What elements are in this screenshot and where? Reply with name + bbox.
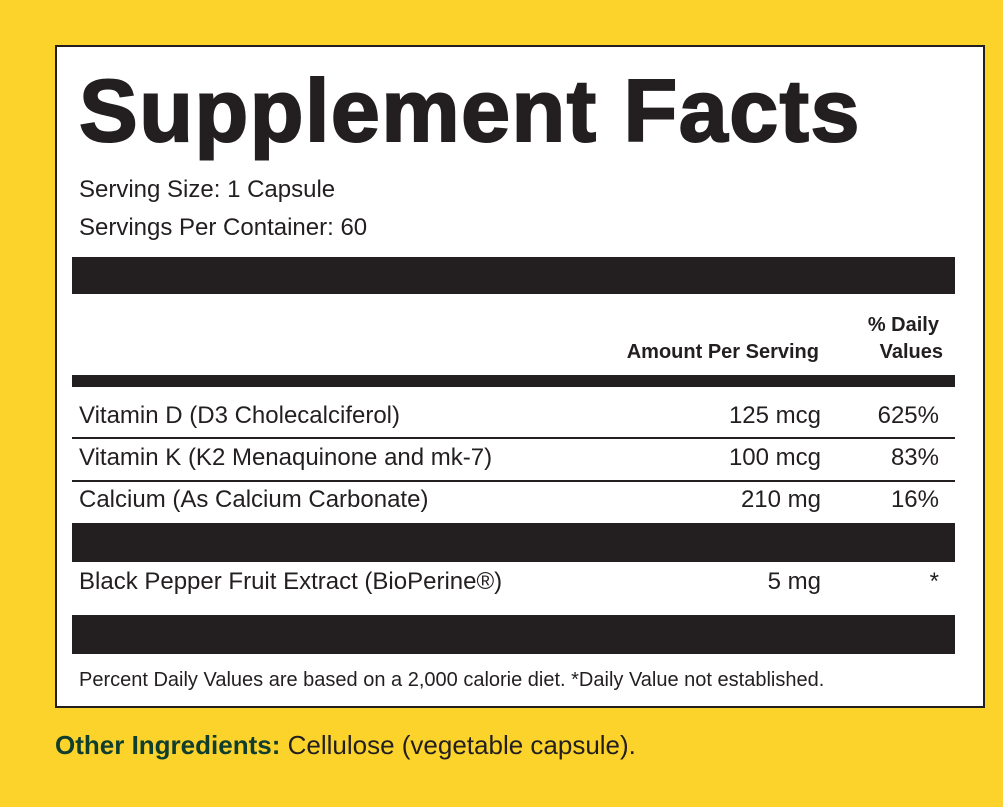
- title: Supplement Facts: [78, 61, 861, 160]
- supplement-facts-panel: Supplement Facts Serving Size: 1 Capsule…: [55, 45, 985, 708]
- row-separator: [72, 437, 955, 439]
- amount-header: Amount Per Serving: [626, 341, 819, 363]
- nutrient-name: Vitamin K (K2 Menaquinone and mk-7): [79, 444, 493, 471]
- divider-bar: [72, 615, 955, 654]
- amount: 210 mg: [740, 486, 821, 513]
- dv-header: Values: [879, 341, 943, 363]
- other-ingredients-text: Cellulose (vegetable capsule).: [287, 730, 636, 760]
- amount: 125 mcg: [728, 402, 821, 429]
- other-ingredients: Other Ingredients: Cellulose (vegetable …: [55, 730, 636, 761]
- daily-value: 16%: [890, 486, 939, 513]
- serving-size: Serving Size: 1 Capsule: [79, 176, 336, 203]
- amount: 5 mg: [767, 568, 821, 595]
- nutrient-name: Black Pepper Fruit Extract (BioPerine®): [79, 568, 503, 595]
- divider-bar: [72, 375, 955, 387]
- dv-header: % Daily: [867, 314, 939, 336]
- servings-per-container: Servings Per Container: 60: [79, 214, 368, 241]
- divider-bar: [72, 523, 955, 562]
- divider-bar: [72, 257, 955, 294]
- other-ingredients-label: Other Ingredients:: [55, 730, 281, 760]
- footnote: Percent Daily Values are based on a 2,00…: [79, 669, 825, 691]
- nutrient-name: Calcium (As Calcium Carbonate): [79, 486, 429, 513]
- amount: 100 mcg: [728, 444, 821, 471]
- daily-value: 625%: [877, 402, 939, 429]
- nutrient-name: Vitamin D (D3 Cholecalciferol): [79, 402, 400, 429]
- row-separator: [72, 480, 955, 482]
- daily-value: *: [929, 568, 939, 595]
- daily-value: 83%: [890, 444, 939, 471]
